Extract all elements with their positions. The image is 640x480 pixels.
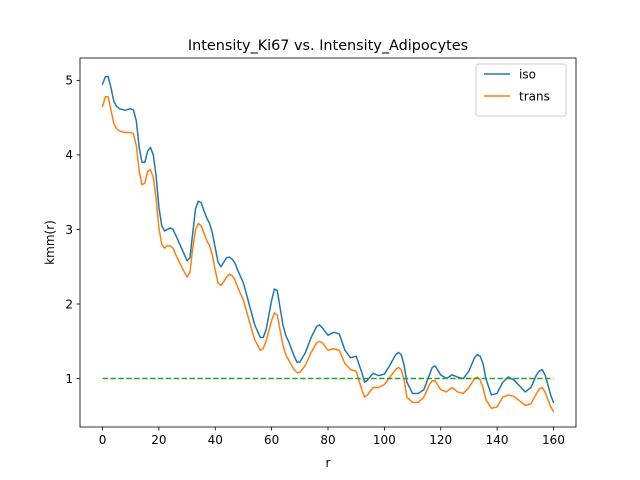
- y-tick-label: 1: [65, 372, 73, 386]
- y-tick-label: 5: [65, 74, 73, 88]
- legend-box: [475, 63, 567, 117]
- x-axis: 0 20 40 60 80 100 120 140 160: [99, 427, 565, 447]
- series-line-iso: [101, 75, 555, 404]
- x-tick-label: 80: [320, 433, 335, 447]
- legend: iso trans: [475, 63, 567, 117]
- y-tick-label: 4: [65, 148, 73, 162]
- series-line-trans: [101, 96, 555, 413]
- legend-label-trans: trans: [519, 89, 550, 103]
- y-axis-label: kmm(r): [43, 220, 57, 265]
- legend-label-iso: iso: [519, 67, 536, 81]
- y-tick-label: 3: [65, 223, 73, 237]
- x-tick-label: 0: [99, 433, 107, 447]
- plot-area: [101, 75, 555, 413]
- y-axis: 1 2 3 4 5: [65, 74, 80, 386]
- x-tick-label: 140: [486, 433, 509, 447]
- x-axis-label: r: [326, 456, 331, 470]
- x-tick-label: 100: [373, 433, 396, 447]
- x-tick-label: 120: [429, 433, 452, 447]
- x-tick-label: 40: [208, 433, 223, 447]
- x-tick-label: 20: [151, 433, 166, 447]
- x-tick-label: 160: [542, 433, 565, 447]
- x-tick-label: 60: [264, 433, 279, 447]
- chart-title: Intensity_Ki67 vs. Intensity_Adipocytes: [188, 38, 468, 54]
- y-tick-label: 2: [65, 297, 73, 311]
